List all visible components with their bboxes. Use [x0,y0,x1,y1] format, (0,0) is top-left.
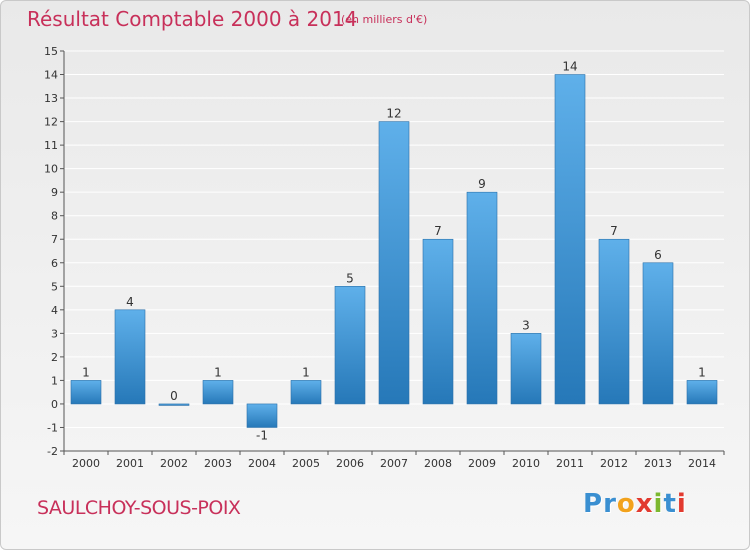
chart-title: Résultat Comptable 2000 à 2014 [27,7,358,31]
y-tick-label: 3 [51,327,58,340]
y-tick-label: 15 [44,45,58,58]
x-tick-label: 2010 [512,457,540,470]
chart-subtitle: (en milliers d'€) [341,13,428,26]
data-label: 4 [126,295,134,309]
bar-2001 [114,309,146,405]
x-tick-label: 2004 [248,457,276,470]
y-tick-label: -2 [47,445,58,458]
bar-2010 [510,333,542,405]
y-tick-label: 11 [44,139,58,152]
bar-2003 [202,380,234,405]
y-tick-label: 7 [51,233,58,246]
data-label: 1 [214,365,222,379]
data-label: 12 [386,107,401,121]
logo-letter: i [676,489,687,519]
x-tick-label: 2001 [116,457,144,470]
y-tick-label: 4 [51,304,58,317]
logo-letter: r [603,489,617,519]
x-tick-label: 2002 [160,457,188,470]
x-tick-label: 2009 [468,457,496,470]
data-label: 3 [522,318,530,332]
x-tick-label: 2011 [556,457,584,470]
bar-2008 [422,238,454,405]
x-tick-label: 2005 [292,457,320,470]
bar-2005 [290,380,322,405]
logo-letter: P [583,489,604,519]
x-tick-label: 2008 [424,457,452,470]
bar-2012 [598,238,630,405]
logo-letter: t [663,489,677,519]
logo-letter: i [653,489,664,519]
x-tick-label: 2014 [688,457,716,470]
data-label: -1 [256,428,268,442]
x-tick-label: 2003 [204,457,232,470]
y-tick-label: 14 [44,69,58,82]
x-tick-label: 2012 [600,457,628,470]
bar-2002 [158,403,190,406]
bar-2007 [378,121,410,405]
logo-letter: x [635,489,654,519]
x-tick-label: 2006 [336,457,364,470]
bar-2006 [334,285,366,405]
logo-letter: o [616,489,636,519]
bar-2009 [466,191,498,405]
y-tick-label: 9 [51,186,58,199]
data-label: 6 [654,248,662,262]
commune-name: SAULCHOY-SOUS-POIX [37,497,241,519]
data-label: 1 [82,365,90,379]
y-tick-label: 10 [44,163,58,176]
data-label: 0 [170,389,178,403]
y-tick-label: 8 [51,210,58,223]
data-label: 7 [610,224,618,238]
y-tick-label: 1 [51,374,58,387]
bar-2011 [554,74,586,405]
y-tick-label: 6 [51,257,58,270]
data-label: 1 [302,365,310,379]
y-tick-label: 2 [51,351,58,364]
y-tick-label: 12 [44,116,58,129]
bar-2013 [642,262,674,405]
data-label: 7 [434,224,442,238]
y-tick-label: 0 [51,398,58,411]
x-tick-label: 2007 [380,457,408,470]
bar-2000 [70,380,102,405]
x-tick-label: 2000 [72,457,100,470]
y-tick-label: 5 [51,280,58,293]
data-label: 14 [562,60,577,74]
data-label: 1 [698,365,706,379]
y-tick-label: 13 [44,92,58,105]
data-label: 9 [478,177,486,191]
x-tick-label: 2013 [644,457,672,470]
proxiti-logo[interactable]: Proxiti [583,489,687,519]
bar-2004 [246,403,278,428]
bar-2014 [686,380,718,405]
data-label: 5 [346,271,354,285]
y-tick-label: -1 [47,421,58,434]
